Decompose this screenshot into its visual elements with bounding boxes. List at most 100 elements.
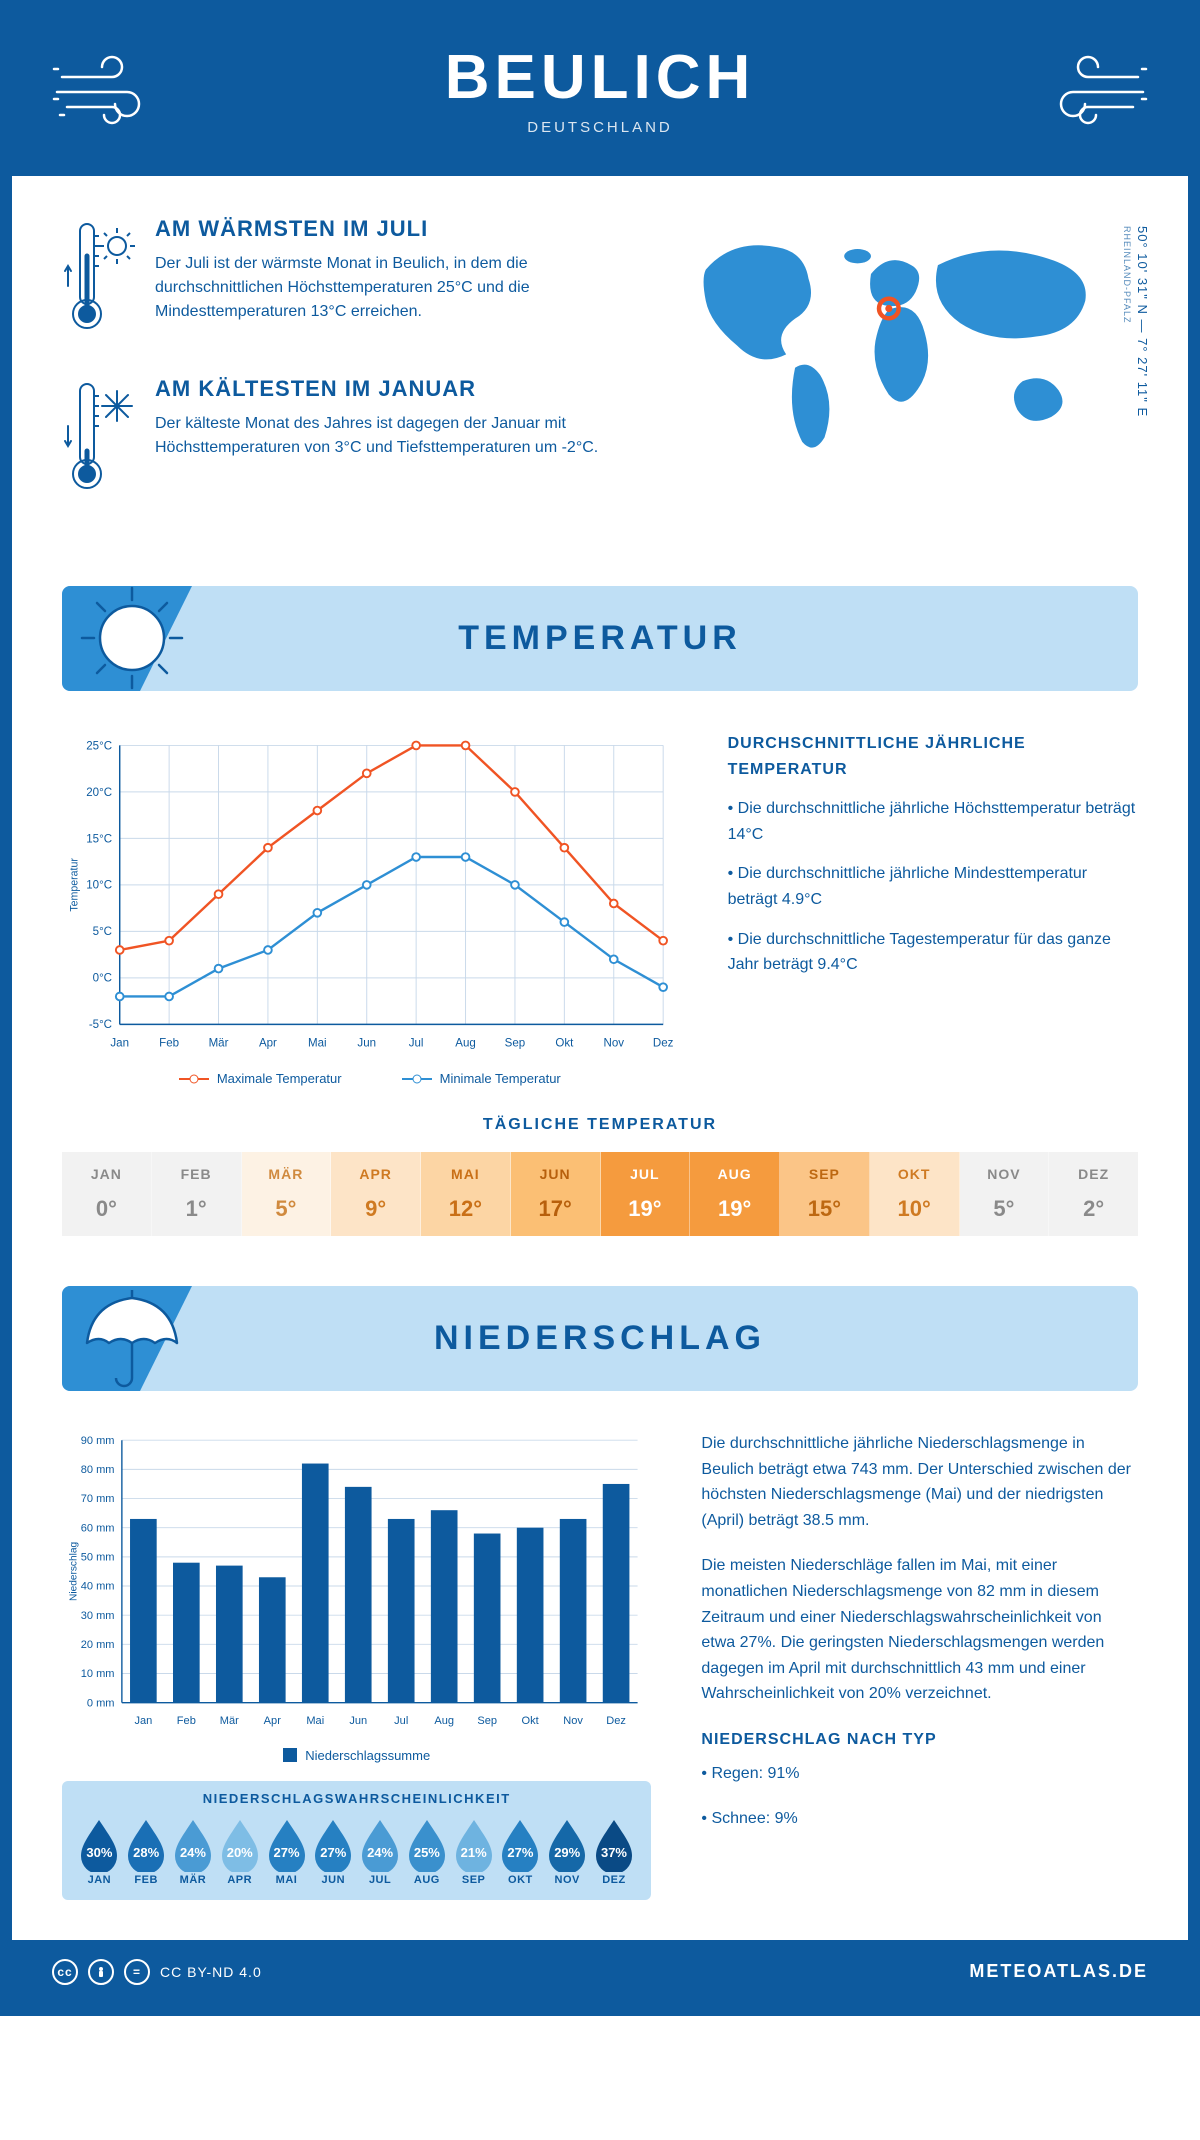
svg-text:Temperatur: Temperatur [68, 858, 80, 912]
legend-min-label: Minimale Temperatur [440, 1071, 561, 1086]
precip-type-bullet: • Schnee: 9% [701, 1806, 1138, 1832]
svg-text:Apr: Apr [259, 1037, 277, 1049]
daily-temp-cell: AUG19° [690, 1152, 780, 1236]
world-map-panel: 50° 10' 31" N — 7° 27' 11" E RHEINLAND-P… [649, 216, 1138, 536]
by-icon [88, 1959, 114, 1985]
svg-text:5°C: 5°C [93, 926, 112, 938]
warmest-block: AM WÄRMSTEN IM JULI Der Juli ist der wär… [62, 216, 599, 341]
svg-text:Jan: Jan [134, 1715, 152, 1727]
prob-cell: 25%AUG [403, 1816, 450, 1886]
temperature-line-chart: -5°C0°C5°C10°C15°C20°C25°CJanFebMärAprMa… [62, 731, 678, 1058]
daily-temp-cell: JAN0° [62, 1152, 152, 1236]
svg-text:50 mm: 50 mm [81, 1552, 115, 1564]
region-text: RHEINLAND-PFALZ [1122, 226, 1132, 324]
daily-temp-cell: MAI12° [421, 1152, 511, 1236]
prob-cell: 28%FEB [123, 1816, 170, 1886]
svg-text:Jul: Jul [394, 1715, 408, 1727]
thermometer-cold-icon [62, 376, 137, 496]
prob-cell: 30%JAN [76, 1816, 123, 1886]
svg-text:90 mm: 90 mm [81, 1435, 115, 1447]
precip-paragraph: Die meisten Niederschläge fallen im Mai,… [701, 1553, 1138, 1707]
svg-text:Niederschlag: Niederschlag [69, 1542, 80, 1601]
svg-text:25°C: 25°C [86, 740, 112, 752]
precip-paragraph: Die durchschnittliche jährliche Niedersc… [701, 1431, 1138, 1533]
legend-bar-label: Niederschlagssumme [305, 1748, 430, 1763]
svg-text:Nov: Nov [604, 1037, 625, 1049]
prob-cell: 20%APR [216, 1816, 263, 1886]
sun-icon [77, 578, 187, 698]
precipitation-section-title: NIEDERSCHLAG [434, 1319, 766, 1358]
daily-temp-cell: OKT10° [870, 1152, 960, 1236]
prob-cell: 27%JUN [310, 1816, 357, 1886]
license-block: cc = CC BY-ND 4.0 [52, 1959, 262, 1985]
svg-text:Jun: Jun [357, 1037, 376, 1049]
temp-summary-bullet: • Die durchschnittliche jährliche Höchst… [728, 796, 1138, 847]
prob-cell: 37%DEZ [591, 1816, 638, 1886]
svg-text:60 mm: 60 mm [81, 1522, 115, 1534]
daily-temp-title: TÄGLICHE TEMPERATUR [62, 1116, 1138, 1134]
svg-text:Mai: Mai [308, 1037, 327, 1049]
temp-summary-bullet: • Die durchschnittliche jährliche Mindes… [728, 861, 1138, 912]
svg-text:Sep: Sep [505, 1037, 526, 1049]
temp-summary-title: DURCHSCHNITTLICHE JÄHRLICHE TEMPERATUR [728, 731, 1138, 782]
svg-text:80 mm: 80 mm [81, 1464, 115, 1476]
svg-text:Aug: Aug [455, 1037, 476, 1049]
daily-temp-cell: APR9° [331, 1152, 421, 1236]
svg-text:Mär: Mär [220, 1715, 239, 1727]
prob-cell: 27%MAI [263, 1816, 310, 1886]
svg-text:Apr: Apr [264, 1715, 282, 1727]
country-subtitle: DEUTSCHLAND [52, 119, 1148, 136]
svg-text:Okt: Okt [522, 1715, 539, 1727]
temp-summary-bullet: • Die durchschnittliche Tagestemperatur … [728, 927, 1138, 978]
svg-text:Jan: Jan [110, 1037, 129, 1049]
svg-text:30 mm: 30 mm [81, 1610, 115, 1622]
svg-text:10°C: 10°C [86, 880, 112, 892]
svg-text:Mai: Mai [306, 1715, 324, 1727]
svg-text:20 mm: 20 mm [81, 1639, 115, 1651]
precipitation-legend: Niederschlagssumme [62, 1748, 651, 1763]
footer: cc = CC BY-ND 4.0 METEOATLAS.DE [12, 1940, 1188, 2004]
prob-cell: 21%SEP [450, 1816, 497, 1886]
svg-text:Feb: Feb [177, 1715, 196, 1727]
temperature-section-title: TEMPERATUR [458, 619, 742, 658]
svg-text:Aug: Aug [434, 1715, 454, 1727]
city-title: BEULICH [52, 42, 1148, 113]
svg-text:Dez: Dez [653, 1037, 674, 1049]
prob-cell: 24%MÄR [170, 1816, 217, 1886]
temperature-legend: Maximale Temperatur Minimale Temperatur [62, 1071, 678, 1086]
prob-title: NIEDERSCHLAGSWAHRSCHEINLICHKEIT [76, 1791, 637, 1806]
coldest-text: Der kälteste Monat des Jahres ist dagege… [155, 412, 599, 460]
svg-text:Sep: Sep [477, 1715, 497, 1727]
coordinates-text: 50° 10' 31" N — 7° 27' 11" E [1135, 226, 1150, 417]
coldest-title: AM KÄLTESTEN IM JANUAR [155, 376, 599, 402]
warmest-title: AM WÄRMSTEN IM JULI [155, 216, 599, 242]
svg-text:Feb: Feb [159, 1037, 179, 1049]
svg-text:15°C: 15°C [86, 833, 112, 845]
umbrella-icon [77, 1278, 187, 1398]
svg-text:Dez: Dez [606, 1715, 626, 1727]
svg-text:0°C: 0°C [93, 973, 112, 985]
world-map-icon [649, 216, 1138, 466]
site-name: METEOATLAS.DE [969, 1961, 1148, 1982]
prob-cell: 29%NOV [544, 1816, 591, 1886]
daily-temp-cell: NOV5° [960, 1152, 1050, 1236]
license-text: CC BY-ND 4.0 [160, 1964, 262, 1980]
prob-cell: 27%OKT [497, 1816, 544, 1886]
legend-max-label: Maximale Temperatur [217, 1071, 342, 1086]
svg-text:Jun: Jun [349, 1715, 367, 1727]
infographic-root: BEULICH DEUTSCHLAND [0, 0, 1200, 2016]
precipitation-bar-chart: 0 mm10 mm20 mm30 mm40 mm50 mm60 mm70 mm8… [62, 1431, 651, 1735]
daily-temp-cell: MÄR5° [242, 1152, 332, 1236]
thermometer-hot-icon [62, 216, 137, 336]
coldest-block: AM KÄLTESTEN IM JANUAR Der kälteste Mona… [62, 376, 599, 501]
daily-temp-table: JAN0°FEB1°MÄR5°APR9°MAI12°JUN17°JUL19°AU… [62, 1152, 1138, 1236]
precip-type-bullet: • Regen: 91% [701, 1761, 1138, 1787]
svg-text:-5°C: -5°C [89, 1019, 112, 1031]
svg-text:20°C: 20°C [86, 787, 112, 799]
daily-temp-cell: SEP15° [780, 1152, 870, 1236]
svg-text:Okt: Okt [555, 1037, 574, 1049]
precipitation-banner: NIEDERSCHLAG [62, 1286, 1138, 1391]
svg-text:Jul: Jul [409, 1037, 424, 1049]
header: BEULICH DEUTSCHLAND [12, 12, 1188, 176]
nd-icon: = [124, 1959, 150, 1985]
